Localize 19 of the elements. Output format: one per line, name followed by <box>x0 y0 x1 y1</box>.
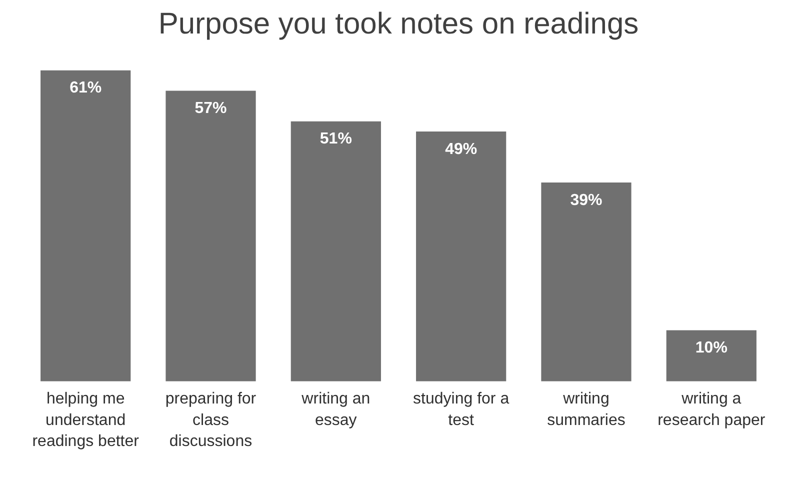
bar <box>541 182 632 382</box>
x-tick-label: helping me understand readings better <box>32 390 140 450</box>
bar <box>666 330 756 382</box>
data-label: 49% <box>445 140 478 158</box>
x-tick-label: writing a research paper <box>658 390 766 429</box>
x-tick-label: writing summaries <box>547 390 626 429</box>
bar <box>416 132 506 382</box>
data-label: 61% <box>70 80 102 97</box>
data-label: 39% <box>570 192 602 209</box>
bar <box>166 90 256 382</box>
x-tick-label: writing an essay <box>300 390 370 429</box>
x-tick-label: studying for a test <box>413 390 510 429</box>
data-label: 51% <box>320 130 352 148</box>
bar <box>40 70 131 382</box>
chart-title: Purpose you took notes on readings <box>158 8 639 40</box>
x-tick-label: preparing for class discussions <box>165 390 257 450</box>
data-label: 57% <box>194 100 227 118</box>
data-label: 10% <box>695 340 728 357</box>
bar <box>290 121 381 382</box>
